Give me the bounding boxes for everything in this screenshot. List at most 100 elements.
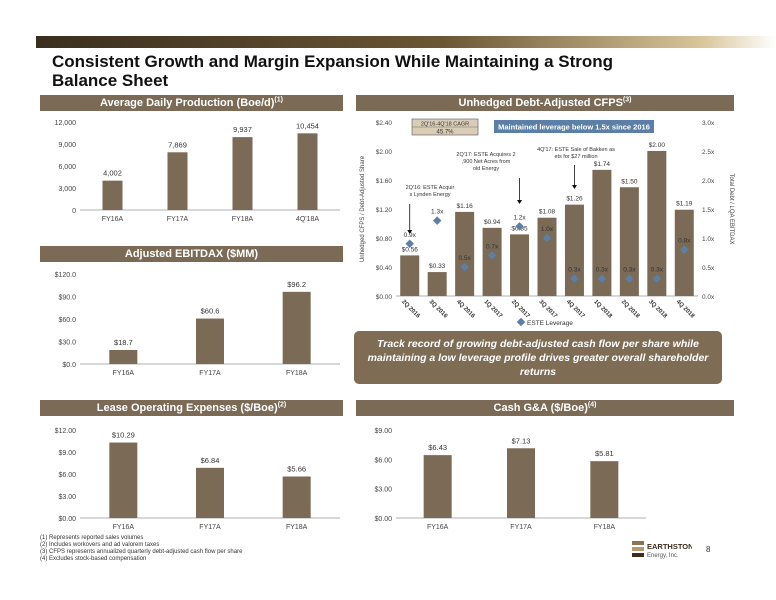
- y-tick-label: $90.0: [58, 295, 76, 302]
- annotation-arrow-2q17-head: [517, 200, 523, 204]
- annotation-2q16: s Lynden Energy: [409, 192, 450, 198]
- cfps-bar: [455, 211, 475, 296]
- legend-marker: [516, 317, 526, 327]
- cfps-bar: [564, 204, 584, 296]
- y-tick-label: $6.00: [374, 457, 392, 464]
- data-label: 10,454: [296, 121, 319, 130]
- ebitdax-chart: $0.0 $30.0 $60.0 $90.0 $120.0 $18.7 FY16A $60.6…: [55, 272, 340, 377]
- leverage-label: 0.3x: [568, 267, 581, 274]
- y2-tick-label: 0.5x: [702, 265, 715, 272]
- x-tick-label: 2Q 2016: [400, 299, 421, 320]
- cagr-label: 2Q'16-4Q'18 CAGR: [421, 122, 469, 128]
- x-tick-label: FY17A: [510, 524, 532, 531]
- x-tick-label: FY18A: [594, 524, 616, 531]
- leverage-marker: [652, 274, 662, 283]
- x-tick-label: 2Q 2018: [620, 299, 641, 320]
- annotation-2q17: ,900 Net Acres from: [462, 159, 511, 165]
- data-label: 4,002: [103, 169, 122, 178]
- leverage-label: 0.5x: [458, 255, 471, 262]
- cfps-data-label: $1.19: [676, 201, 693, 208]
- annotation-4q17: ets for $27 million: [554, 154, 597, 160]
- leverage-marker: [487, 251, 497, 260]
- y-tick-label: $3.00: [58, 494, 76, 501]
- y-tick-label: $60.0: [58, 317, 76, 324]
- header-loe-text: Lease Operating Expenses ($/Boe): [96, 402, 278, 414]
- leverage-label: 0.3x: [651, 267, 664, 274]
- y2-tick-label: 1.0x: [702, 236, 715, 243]
- leverage-marker: [460, 262, 469, 272]
- leverage-marker: [680, 245, 689, 254]
- y-tick-label: $0.00: [376, 294, 393, 301]
- cfps-bar: [537, 217, 557, 296]
- leverage-marker: [515, 222, 524, 231]
- y2-tick-label: 2.5x: [702, 149, 715, 156]
- cfps-data-label: $1.08: [539, 209, 556, 216]
- x-tick-label: 4Q 2017: [565, 299, 586, 320]
- header-ga: Cash G&A ($/Boe)(4): [356, 400, 734, 416]
- x-tick-label: FY18A: [232, 216, 254, 223]
- data-label: $7.13: [512, 436, 531, 445]
- y-tick-label: $0.0: [62, 362, 76, 369]
- data-label: $96.2: [287, 280, 306, 289]
- top-accent-bar: [36, 36, 776, 48]
- cfps-bar: [427, 272, 447, 296]
- annotation-2q17: 2Q'17: ESTE Acquires 2: [456, 152, 515, 158]
- y-tick-label: 9,000: [58, 142, 76, 149]
- bar: [109, 349, 138, 364]
- leverage-label: 0.9x: [404, 232, 417, 239]
- bar: [109, 442, 138, 518]
- bar: [423, 455, 452, 518]
- data-label: $6.43: [428, 443, 447, 452]
- bar: [507, 448, 535, 518]
- x-tick-label: 3Q 2016: [428, 299, 449, 320]
- bar: [232, 137, 253, 210]
- bar: [297, 133, 318, 210]
- x-tick-label: FY17A: [167, 216, 189, 223]
- cfps-data-label: $1.16: [456, 203, 473, 210]
- x-tick-label: 4Q 2018: [675, 299, 696, 320]
- leverage-label: 1.0x: [541, 226, 554, 233]
- y-tick-label: $2.40: [376, 120, 393, 127]
- data-label: 7,869: [168, 140, 187, 149]
- cfps-bar: [647, 151, 667, 296]
- cagr-value: 45.7%: [436, 130, 454, 136]
- y-axis-title: Unhedged CFPS / Debt-Adjusted Share: [360, 155, 366, 262]
- header-production-text: Average Daily Production (Boe/d): [100, 97, 275, 109]
- leverage-label: 0.8x: [678, 238, 691, 245]
- cfps-chart: $0.00 $0.40 $0.80 $1.20 $1.60 $2.00 $2.40 0.0x 0…: [360, 118, 734, 327]
- x-tick-label: FY17A: [199, 524, 221, 531]
- annotation-2q16: 2Q'16: ESTE Acquir: [406, 185, 455, 191]
- x-tick-label: 1Q 2018: [592, 299, 613, 320]
- header-ebitdax: Adjusted EBITDAX ($MM): [40, 246, 343, 262]
- header-production: Average Daily Production (Boe/d)(1): [40, 95, 343, 111]
- cfps-data-label: $1.26: [566, 196, 583, 203]
- x-tick-label: FY16A: [113, 370, 135, 377]
- x-tick-label: FY18A: [286, 370, 308, 377]
- x-tick-label: FY16A: [113, 524, 135, 531]
- footnote-1: (1) Represents reported sales volumes: [40, 535, 144, 541]
- data-label: $10.29: [112, 431, 135, 440]
- x-tick-label: 3Q 2017: [537, 299, 558, 320]
- bar: [282, 476, 311, 518]
- header-loe: Lease Operating Expenses ($/Boe)(2): [40, 400, 343, 416]
- bar: [282, 291, 311, 364]
- x-tick-label: FY16A: [427, 524, 449, 531]
- x-tick-label: 2Q 2017: [510, 299, 531, 320]
- x-tick-label: 4Q 2016: [455, 299, 476, 320]
- x-tick-label: 3Q 2018: [647, 299, 668, 320]
- header-cfps: Unhedged Debt-Adjusted CFPS(3): [356, 95, 734, 111]
- x-tick-label: FY17A: [199, 370, 221, 377]
- page-number: 8: [706, 545, 711, 554]
- footnote-4: (4) Excludes stock-based compensation: [40, 556, 147, 562]
- cfps-bar: [510, 234, 530, 296]
- annotation-arrow-2q16-head: [407, 230, 413, 234]
- leverage-label: 1.3x: [431, 209, 444, 216]
- cfps-data-label: $2.00: [649, 142, 666, 149]
- leverage-marker: [597, 274, 607, 283]
- footnote-2: (2) Includes workovers and ad valorem ta…: [40, 542, 160, 548]
- leverage-label: 1.2x: [513, 214, 526, 221]
- leverage-marker: [432, 216, 442, 225]
- footnotes: (1) Represents reported sales volumes (2…: [40, 535, 400, 563]
